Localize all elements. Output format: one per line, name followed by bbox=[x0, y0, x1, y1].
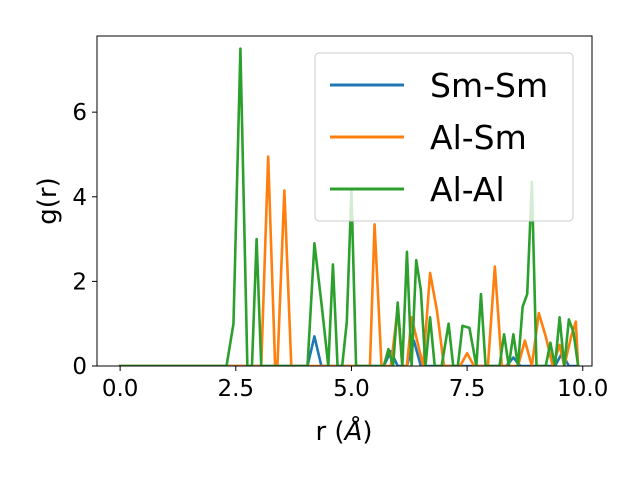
plot-area bbox=[118, 47, 580, 366]
series-line-al-al bbox=[118, 47, 580, 366]
y-tick-label: 0 bbox=[72, 354, 87, 380]
y-tick-label: 2 bbox=[72, 269, 87, 295]
series-line-al-sm bbox=[118, 155, 580, 366]
y-tick-label: 6 bbox=[72, 100, 87, 126]
x-tick-label: 10.0 bbox=[557, 376, 608, 402]
legend-box bbox=[314, 52, 574, 222]
legend-label-al-al: Al-Al bbox=[430, 170, 505, 209]
x-tick-label: 0.0 bbox=[102, 376, 139, 402]
y-tick-label: 4 bbox=[72, 185, 87, 211]
legend-label-al-sm: Al-Sm bbox=[430, 118, 527, 157]
x-tick-label: 7.5 bbox=[449, 376, 486, 402]
y-axis: 0 2 4 6 bbox=[72, 100, 97, 380]
x-tick-label: 5.0 bbox=[333, 376, 370, 402]
plot-frame bbox=[96, 35, 593, 367]
x-tick-label: 2.5 bbox=[217, 376, 254, 402]
x-axis: 0.0 2.5 5.0 7.5 10.0 bbox=[102, 366, 608, 402]
legend: Sm-Sm Al-Sm Al-Al bbox=[314, 52, 574, 222]
series-group bbox=[118, 47, 580, 366]
x-axis-label: r (Å) bbox=[315, 415, 372, 447]
y-axis-label: g(r) bbox=[33, 177, 63, 224]
legend-label-sm-sm: Sm-Sm bbox=[430, 66, 548, 105]
